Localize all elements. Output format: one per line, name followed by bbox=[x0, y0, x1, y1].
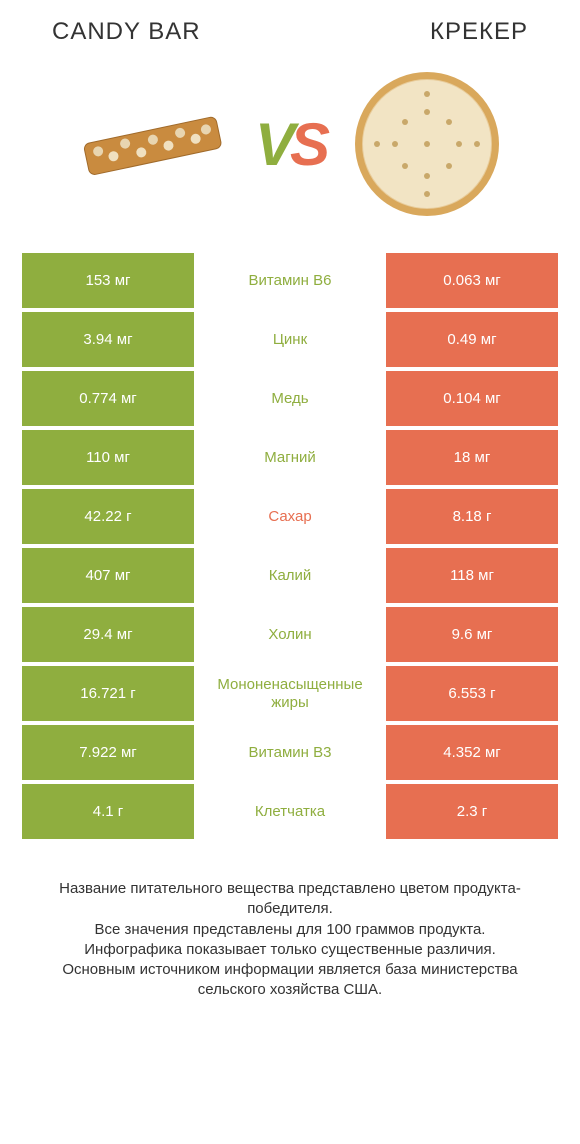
value-right: 2.3 г bbox=[386, 784, 558, 839]
value-left: 42.22 г bbox=[22, 489, 194, 544]
table-row: 16.721 гМононенасыщенные жиры6.553 г bbox=[22, 666, 558, 721]
title-right: КРЕКЕР bbox=[430, 18, 528, 46]
nutrient-label: Цинк bbox=[194, 312, 386, 367]
vs-s: S bbox=[290, 111, 325, 178]
nutrient-label: Витамин B3 bbox=[194, 725, 386, 780]
table-row: 407 мгКалий118 мг bbox=[22, 548, 558, 603]
footer-line: Основным источником информации является … bbox=[34, 960, 546, 1001]
product-image-left bbox=[70, 62, 235, 227]
value-right: 0.104 мг bbox=[386, 371, 558, 426]
value-right: 6.553 г bbox=[386, 666, 558, 721]
nutrient-label: Сахар bbox=[194, 489, 386, 544]
value-left: 0.774 мг bbox=[22, 371, 194, 426]
value-left: 407 мг bbox=[22, 548, 194, 603]
table-row: 0.774 мгМедь0.104 мг bbox=[22, 371, 558, 426]
vs-label: VS bbox=[255, 110, 325, 179]
value-left: 4.1 г bbox=[22, 784, 194, 839]
nutrient-label: Медь bbox=[194, 371, 386, 426]
footer-line: Инфографика показывает только существенн… bbox=[34, 940, 546, 960]
value-left: 3.94 мг bbox=[22, 312, 194, 367]
table-row: 42.22 гСахар8.18 г bbox=[22, 489, 558, 544]
nutrient-label: Клетчатка bbox=[194, 784, 386, 839]
vs-row: VS bbox=[22, 56, 558, 253]
value-left: 110 мг bbox=[22, 430, 194, 485]
vs-v: V bbox=[255, 111, 290, 178]
footer-line: Название питательного вещества представл… bbox=[34, 879, 546, 920]
nutrition-table: 153 мгВитамин B60.063 мг3.94 мгЦинк0.49 … bbox=[22, 253, 558, 843]
nutrient-label: Мононенасыщенные жиры bbox=[194, 666, 386, 721]
footer-notes: Название питательного вещества представл… bbox=[22, 879, 558, 1001]
table-row: 3.94 мгЦинк0.49 мг bbox=[22, 312, 558, 367]
value-left: 153 мг bbox=[22, 253, 194, 308]
value-right: 8.18 г bbox=[386, 489, 558, 544]
value-right: 18 мг bbox=[386, 430, 558, 485]
value-right: 118 мг bbox=[386, 548, 558, 603]
nutrient-label: Витамин B6 bbox=[194, 253, 386, 308]
value-right: 0.49 мг bbox=[386, 312, 558, 367]
value-left: 16.721 г bbox=[22, 666, 194, 721]
nutrient-label: Холин bbox=[194, 607, 386, 662]
nutrient-label: Калий bbox=[194, 548, 386, 603]
value-left: 29.4 мг bbox=[22, 607, 194, 662]
table-row: 110 мгМагний18 мг bbox=[22, 430, 558, 485]
table-row: 153 мгВитамин B60.063 мг bbox=[22, 253, 558, 308]
nutrient-label: Магний bbox=[194, 430, 386, 485]
table-row: 4.1 гКлетчатка2.3 г bbox=[22, 784, 558, 839]
infographic-container: CANDY BAR КРЕКЕР VS bbox=[0, 0, 580, 1144]
table-row: 29.4 мгХолин9.6 мг bbox=[22, 607, 558, 662]
value-right: 0.063 мг bbox=[386, 253, 558, 308]
value-left: 7.922 мг bbox=[22, 725, 194, 780]
product-image-right bbox=[345, 62, 510, 227]
header: CANDY BAR КРЕКЕР bbox=[22, 18, 558, 56]
table-row: 7.922 мгВитамин B34.352 мг bbox=[22, 725, 558, 780]
title-left: CANDY BAR bbox=[52, 18, 201, 46]
value-right: 9.6 мг bbox=[386, 607, 558, 662]
value-right: 4.352 мг bbox=[386, 725, 558, 780]
footer-line: Все значения представлены для 100 граммо… bbox=[34, 920, 546, 940]
